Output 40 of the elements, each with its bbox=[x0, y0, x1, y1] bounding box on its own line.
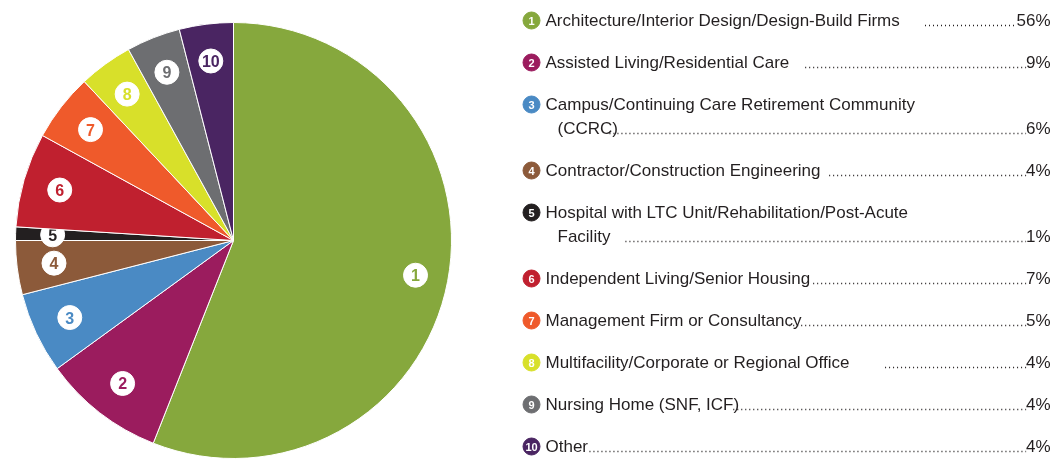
legend-label: Contractor/Construction Engineering bbox=[545, 161, 821, 180]
data-label: 4% bbox=[1025, 437, 1051, 456]
legend-label: Independent Living/Senior Housing bbox=[545, 269, 811, 288]
data-label: 4% bbox=[1025, 395, 1051, 414]
data-label: 4% bbox=[1025, 353, 1051, 372]
text: 5 bbox=[48, 226, 58, 244]
legend-label: Assisted Living/Residential Care bbox=[545, 53, 790, 72]
legend-label: Architecture/Interior Design/Design-Build Firms bbox=[545, 11, 900, 30]
text: 9 bbox=[528, 398, 535, 411]
data-label: 4% bbox=[1025, 161, 1051, 180]
text: 4 bbox=[49, 255, 59, 273]
text: 6 bbox=[55, 182, 65, 200]
data-label: 56% bbox=[1016, 11, 1051, 30]
legend-label: Multifacility/Corporate or Regional Office bbox=[545, 353, 850, 372]
text: 10 bbox=[201, 52, 220, 70]
text: 2 bbox=[118, 375, 128, 393]
text: 5 bbox=[528, 206, 535, 219]
text: 3 bbox=[65, 309, 75, 327]
text: 10 bbox=[525, 440, 538, 453]
text: 8 bbox=[122, 86, 132, 104]
text: 9 bbox=[162, 64, 172, 82]
legend-label: Nursing Home (SNF, ICF) bbox=[545, 395, 740, 414]
text: 7 bbox=[86, 121, 96, 139]
text: 3 bbox=[528, 98, 535, 111]
legend-label: Management Firm or Consultancy bbox=[545, 311, 803, 330]
data-label: 7% bbox=[1025, 269, 1051, 288]
data-label: 1% bbox=[1025, 227, 1051, 246]
text: 6 bbox=[528, 272, 535, 285]
text: 1 bbox=[528, 14, 535, 27]
legend-label: Campus/Continuing Care Retirement Community (CCRC) bbox=[545, 95, 916, 138]
text: 8 bbox=[528, 356, 535, 369]
text: 2 bbox=[528, 56, 535, 69]
text: 7 bbox=[528, 314, 535, 327]
data-label: 5% bbox=[1025, 311, 1051, 330]
legend-label: Other bbox=[545, 437, 589, 456]
legend-label: Hospital with LTC Unit/Rehabilitation/Post-Acute Facility bbox=[545, 203, 909, 246]
text: 1 bbox=[411, 267, 421, 285]
data-label: 6% bbox=[1025, 119, 1051, 138]
data-label: 9% bbox=[1025, 53, 1051, 72]
text: 4 bbox=[528, 164, 535, 177]
